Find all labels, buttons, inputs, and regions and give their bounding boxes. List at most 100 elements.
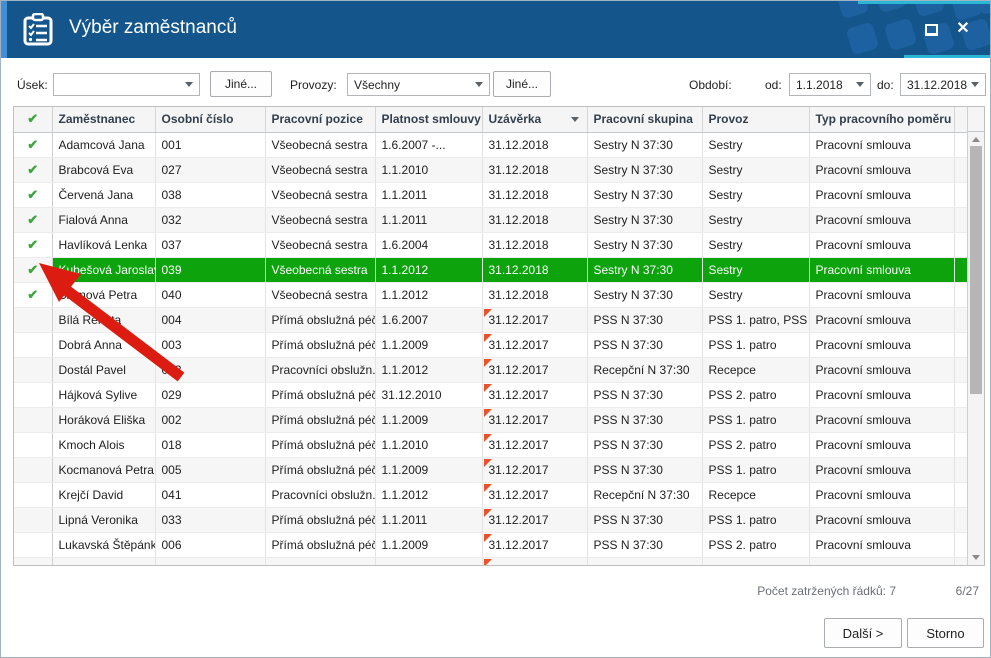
row-check-icon[interactable]: ✔	[14, 257, 53, 283]
header-closing[interactable]: Uzávěrka	[482, 107, 588, 133]
row-check-icon[interactable]: ✔	[14, 207, 53, 233]
clipboard-checklist-icon	[23, 13, 53, 46]
cell-spacer	[954, 432, 969, 458]
table-row[interactable]: ✔ Slámová Petra 040 Všeobecná sestra 1.1…	[14, 282, 969, 308]
row-check-icon[interactable]	[14, 457, 53, 483]
cell-work-group: PSS N 37:30	[587, 532, 703, 558]
header-name[interactable]: Zaměstnanec	[52, 107, 156, 133]
row-position-indicator: 6/27	[955, 584, 979, 598]
header-group[interactable]: Pracovní skupina	[587, 107, 703, 133]
next-button[interactable]: Další >	[824, 618, 902, 648]
row-check-icon[interactable]: ✔	[14, 282, 53, 308]
table-row[interactable]: Kocmanová Petra 005 Přímá obslužná péče …	[14, 457, 969, 483]
date-to-combobox[interactable]: 31.12.2018	[900, 73, 986, 96]
row-check-icon[interactable]	[14, 432, 53, 458]
scroll-up-icon[interactable]	[972, 137, 980, 142]
cell-position: Přímá obslužná péče	[265, 532, 376, 558]
header-operation[interactable]: Provoz	[702, 107, 810, 133]
cell-personal-number: 003	[155, 332, 266, 358]
row-check-icon[interactable]	[14, 357, 53, 383]
cell-employee-name: Horáková Eliška	[52, 407, 156, 433]
table-row[interactable]: ✔ Kubešová Jaroslava 039 Všeobecná sestr…	[14, 257, 969, 283]
table-row[interactable]: ✔ Fialová Anna 032 Všeobecná sestra 1.1.…	[14, 207, 969, 233]
table-row[interactable]: Lukavská Štěpánka 006 Přímá obslužná péč…	[14, 532, 969, 558]
table-row[interactable]: Hájková Sylive 029 Přímá obslužná péče 3…	[14, 382, 969, 408]
cancel-button[interactable]: Storno	[907, 618, 984, 648]
row-check-icon[interactable]	[14, 482, 53, 508]
row-check-icon[interactable]	[14, 532, 53, 558]
cell-employment-type: Pracovní smlouva	[809, 232, 955, 258]
deco-square	[845, 21, 880, 56]
cell-closing-date: 31.12.2018	[482, 207, 588, 233]
scroll-down-icon[interactable]	[972, 555, 980, 560]
cell-work-group: PSS N 37:30	[587, 557, 703, 565]
table-row[interactable]: Dobrá Anna 003 Přímá obslužná péče 1.1.2…	[14, 332, 969, 358]
provozy-other-button[interactable]: Jiné...	[493, 71, 551, 97]
table-row[interactable]: ✔ Červená Jana 038 Všeobecná sestra 1.1.…	[14, 182, 969, 208]
row-check-icon[interactable]	[14, 407, 53, 433]
cell-spacer	[954, 457, 969, 483]
table-row[interactable]: ✔ Havlíková Lenka 037 Všeobecná sestra 1…	[14, 232, 969, 258]
table-row[interactable]: Kmoch Alois 018 Přímá obslužná péče 1.1.…	[14, 432, 969, 458]
row-check-icon[interactable]: ✔	[14, 182, 53, 208]
cell-personal-number: 041	[155, 482, 266, 508]
cell-contract-validity: 1.1.2009	[375, 532, 483, 558]
table-row[interactable]: Lipná Veronika 033 Přímá obslužná péče 1…	[14, 507, 969, 533]
minimize-icon[interactable]	[925, 24, 938, 36]
vertical-scrollbar[interactable]	[967, 107, 984, 565]
row-check-icon[interactable]	[14, 382, 53, 408]
row-check-icon[interactable]: ✔	[14, 132, 53, 158]
table-row[interactable]: Dostál Pavel 013 Pracovníci obslužn... 1…	[14, 357, 969, 383]
cell-spacer	[954, 207, 969, 233]
table-row[interactable]: ✔ Adamcová Jana 001 Všeobecná sestra 1.6…	[14, 132, 969, 158]
cell-contract-validity: 1.1.2011	[375, 207, 483, 233]
cell-position: Pracovníci obslužn...	[265, 482, 376, 508]
cell-closing-date: 31.12.2018	[482, 232, 588, 258]
cell-closing-date: 31.12.2017	[482, 507, 588, 533]
scrollbar-thumb[interactable]	[970, 146, 982, 394]
checked-rows-status: Počet zatržených řádků: 7	[757, 584, 896, 598]
header-type[interactable]: Typ pracovního poměru	[809, 107, 955, 133]
cell-employee-name: Červená Jana	[52, 182, 156, 208]
cell-contract-validity: 1.1.2009	[375, 457, 483, 483]
cell-closing-date: 31.12.2018	[482, 132, 588, 158]
cell-employment-type: Pracovní smlouva	[809, 507, 955, 533]
row-check-icon[interactable]	[14, 332, 53, 358]
cell-work-group: Recepční N 37:30	[587, 482, 703, 508]
table-row[interactable]: Malá Jana 007 Přímá obslužná péče 1.1.20…	[14, 557, 969, 565]
check-all-header[interactable]: ✔	[14, 107, 53, 133]
cell-contract-validity: 1.1.2011	[375, 182, 483, 208]
header-validity[interactable]: Platnost smlouvy	[375, 107, 483, 133]
cell-employee-name: Kocmanová Petra	[52, 457, 156, 483]
header-position[interactable]: Pracovní pozice	[265, 107, 376, 133]
date-from-combobox[interactable]: 1.1.2018	[789, 73, 871, 96]
usek-combobox[interactable]	[53, 73, 200, 96]
table-row[interactable]: ✔ Brabcová Eva 027 Všeobecná sestra 1.1.…	[14, 157, 969, 183]
cell-employment-type: Pracovní smlouva	[809, 207, 955, 233]
do-label: do:	[877, 78, 894, 92]
table-row[interactable]: Krejčí David 041 Pracovníci obslužn... 1…	[14, 482, 969, 508]
employee-table: ✔ Zaměstnanec Osobní číslo Pracovní pozi…	[13, 106, 985, 566]
cell-position: Všeobecná sestra	[265, 232, 376, 258]
cell-work-group: PSS N 37:30	[587, 507, 703, 533]
cell-position: Všeobecná sestra	[265, 207, 376, 233]
cell-work-group: PSS N 37:30	[587, 332, 703, 358]
table-row[interactable]: Bílá Renata 004 Přímá obslužná péče 1.6.…	[14, 307, 969, 333]
cell-employee-name: Lipná Veronika	[52, 507, 156, 533]
cell-spacer	[954, 557, 969, 565]
header-number[interactable]: Osobní číslo	[155, 107, 266, 133]
table-row[interactable]: Horáková Eliška 002 Přímá obslužná péče …	[14, 407, 969, 433]
row-check-icon[interactable]	[14, 307, 53, 333]
cell-operation: PSS 1. patro	[702, 557, 810, 565]
row-check-icon[interactable]	[14, 557, 53, 565]
provozy-combobox[interactable]: Všechny	[347, 73, 490, 96]
row-check-icon[interactable]: ✔	[14, 232, 53, 258]
cell-employee-name: Brabcová Eva	[52, 157, 156, 183]
row-check-icon[interactable]	[14, 507, 53, 533]
deco-square	[883, 17, 918, 52]
close-icon[interactable]: ✕	[956, 20, 970, 37]
cell-position: Přímá obslužná péče	[265, 332, 376, 358]
row-check-icon[interactable]: ✔	[14, 157, 53, 183]
usek-other-button[interactable]: Jiné...	[210, 71, 272, 97]
column-filter-icon[interactable]	[570, 117, 579, 122]
